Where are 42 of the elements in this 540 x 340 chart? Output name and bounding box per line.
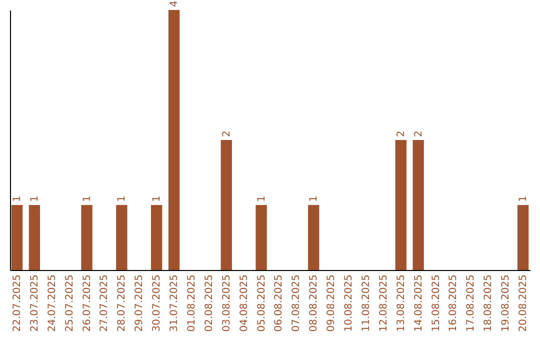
data-label: 1 <box>518 196 530 202</box>
data-label: 1 <box>152 196 163 202</box>
x-tick-label: 06.08.2025 <box>274 274 285 332</box>
x-tick-label: 05.08.2025 <box>256 274 268 332</box>
data-label: 4 <box>169 0 180 7</box>
x-tick-label: 02.08.2025 <box>204 274 215 332</box>
x-tick-label: 09.08.2025 <box>326 274 338 332</box>
data-label: 2 <box>221 130 232 137</box>
x-tick-label: 24.07.2025 <box>46 274 58 332</box>
x-tick-label: 17.08.2025 <box>466 274 477 332</box>
x-tick-label: 07.08.2025 <box>291 274 302 332</box>
data-label: 2 <box>413 130 424 137</box>
x-tick-label: 25.07.2025 <box>64 274 76 332</box>
x-tick-label: 19.08.2025 <box>500 274 512 332</box>
x-tick-label: 12.08.2025 <box>378 274 390 332</box>
x-tick-label: 20.08.2025 <box>518 274 530 332</box>
x-tick-label: 03.08.2025 <box>221 274 232 332</box>
x-tick-label: 13.08.2025 <box>396 274 407 332</box>
data-label: 1 <box>256 196 268 202</box>
x-tick-label: 10.08.2025 <box>344 274 355 332</box>
data-label: 1 <box>116 196 128 202</box>
x-tick-label: 22.07.2025 <box>12 274 23 332</box>
x-tick-label: 14.08.2025 <box>413 274 424 332</box>
x-tick-label: 16.08.2025 <box>448 274 460 332</box>
x-tick-label: 08.08.2025 <box>308 274 320 332</box>
x-tick-label: 18.08.2025 <box>483 274 494 332</box>
x-tick-label: 11.08.2025 <box>360 274 372 332</box>
x-tick-label: 29.07.2025 <box>134 274 146 332</box>
x-tick-label: 04.08.2025 <box>238 274 250 332</box>
x-tick-label: 26.07.2025 <box>82 274 93 332</box>
data-label: 2 <box>396 130 407 137</box>
data-label: 1 <box>29 196 40 202</box>
data-label: 1 <box>82 196 93 202</box>
x-tick-label: 30.07.2025 <box>152 274 163 332</box>
x-tick-label: 23.07.2025 <box>29 274 40 332</box>
x-tick-label: 27.07.2025 <box>99 274 110 332</box>
x-tick-label: 01.08.2025 <box>186 274 198 332</box>
x-tick-label: 15.08.2025 <box>430 274 442 332</box>
x-tick-label: 28.07.2025 <box>116 274 128 332</box>
x-tick-label: 31.07.2025 <box>169 274 180 332</box>
data-label: 1 <box>12 196 23 202</box>
data-label: 1 <box>308 196 320 202</box>
